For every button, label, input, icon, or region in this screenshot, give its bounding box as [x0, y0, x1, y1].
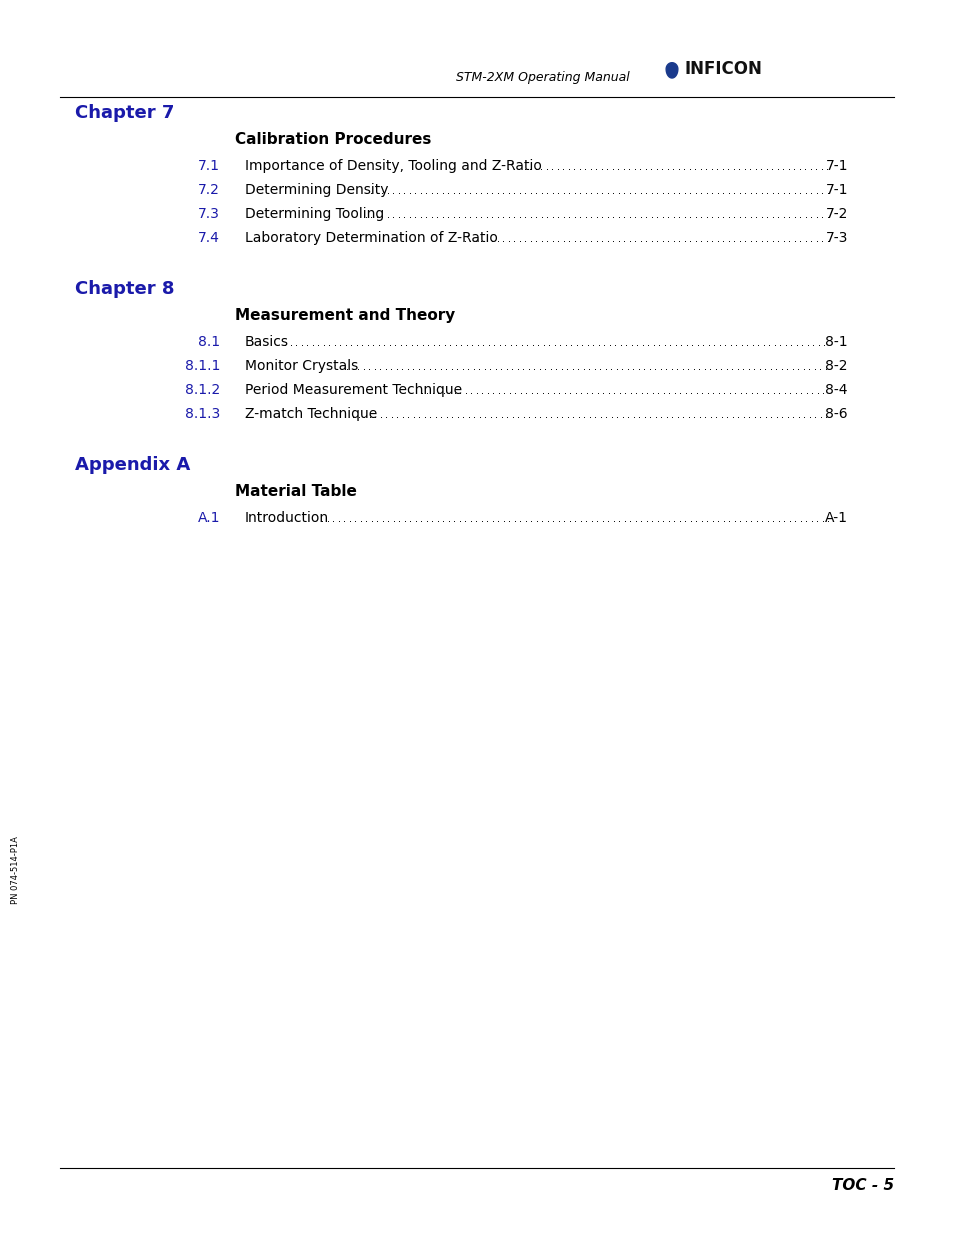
- Text: STM-2XM Operating Manual: STM-2XM Operating Manual: [456, 70, 629, 84]
- Text: 7-3: 7-3: [824, 231, 847, 245]
- Text: Monitor Crystals: Monitor Crystals: [245, 359, 358, 373]
- Text: Introduction: Introduction: [245, 511, 329, 525]
- Text: 7.2: 7.2: [198, 183, 220, 198]
- Text: TOC - 5: TOC - 5: [831, 1178, 893, 1193]
- Text: Period Measurement Technique: Period Measurement Technique: [245, 383, 461, 396]
- Text: PN 074-514-P1A: PN 074-514-P1A: [11, 836, 20, 904]
- Text: Importance of Density, Tooling and Z-Ratio: Importance of Density, Tooling and Z-Rat…: [245, 159, 541, 173]
- Text: 8.1.2: 8.1.2: [185, 383, 220, 396]
- Text: 8.1: 8.1: [197, 335, 220, 350]
- Text: 8-2: 8-2: [824, 359, 847, 373]
- Text: A-1: A-1: [824, 511, 847, 525]
- Text: 7.3: 7.3: [198, 207, 220, 221]
- Text: 8.1.3: 8.1.3: [185, 408, 220, 421]
- Text: 7-1: 7-1: [824, 183, 847, 198]
- Text: Calibration Procedures: Calibration Procedures: [234, 132, 431, 147]
- Text: A.1: A.1: [197, 511, 220, 525]
- Text: 8-1: 8-1: [824, 335, 847, 350]
- Text: Material Table: Material Table: [234, 484, 356, 499]
- Text: Determining Tooling: Determining Tooling: [245, 207, 384, 221]
- Text: 7.4: 7.4: [198, 231, 220, 245]
- Text: INFICON: INFICON: [684, 61, 762, 78]
- Polygon shape: [665, 63, 678, 78]
- Text: Basics: Basics: [245, 335, 289, 350]
- Text: 8-6: 8-6: [824, 408, 847, 421]
- Text: Chapter 8: Chapter 8: [75, 280, 174, 298]
- Text: 7-1: 7-1: [824, 159, 847, 173]
- Text: Appendix A: Appendix A: [75, 456, 190, 474]
- Text: Chapter 7: Chapter 7: [75, 104, 174, 122]
- Text: Measurement and Theory: Measurement and Theory: [234, 308, 455, 324]
- Text: 7-2: 7-2: [824, 207, 847, 221]
- Text: Z-match Technique: Z-match Technique: [245, 408, 376, 421]
- Text: 7.1: 7.1: [198, 159, 220, 173]
- Text: 8.1.1: 8.1.1: [185, 359, 220, 373]
- Text: Determining Density: Determining Density: [245, 183, 388, 198]
- Text: Laboratory Determination of Z-Ratio: Laboratory Determination of Z-Ratio: [245, 231, 497, 245]
- Text: 8-4: 8-4: [824, 383, 847, 396]
